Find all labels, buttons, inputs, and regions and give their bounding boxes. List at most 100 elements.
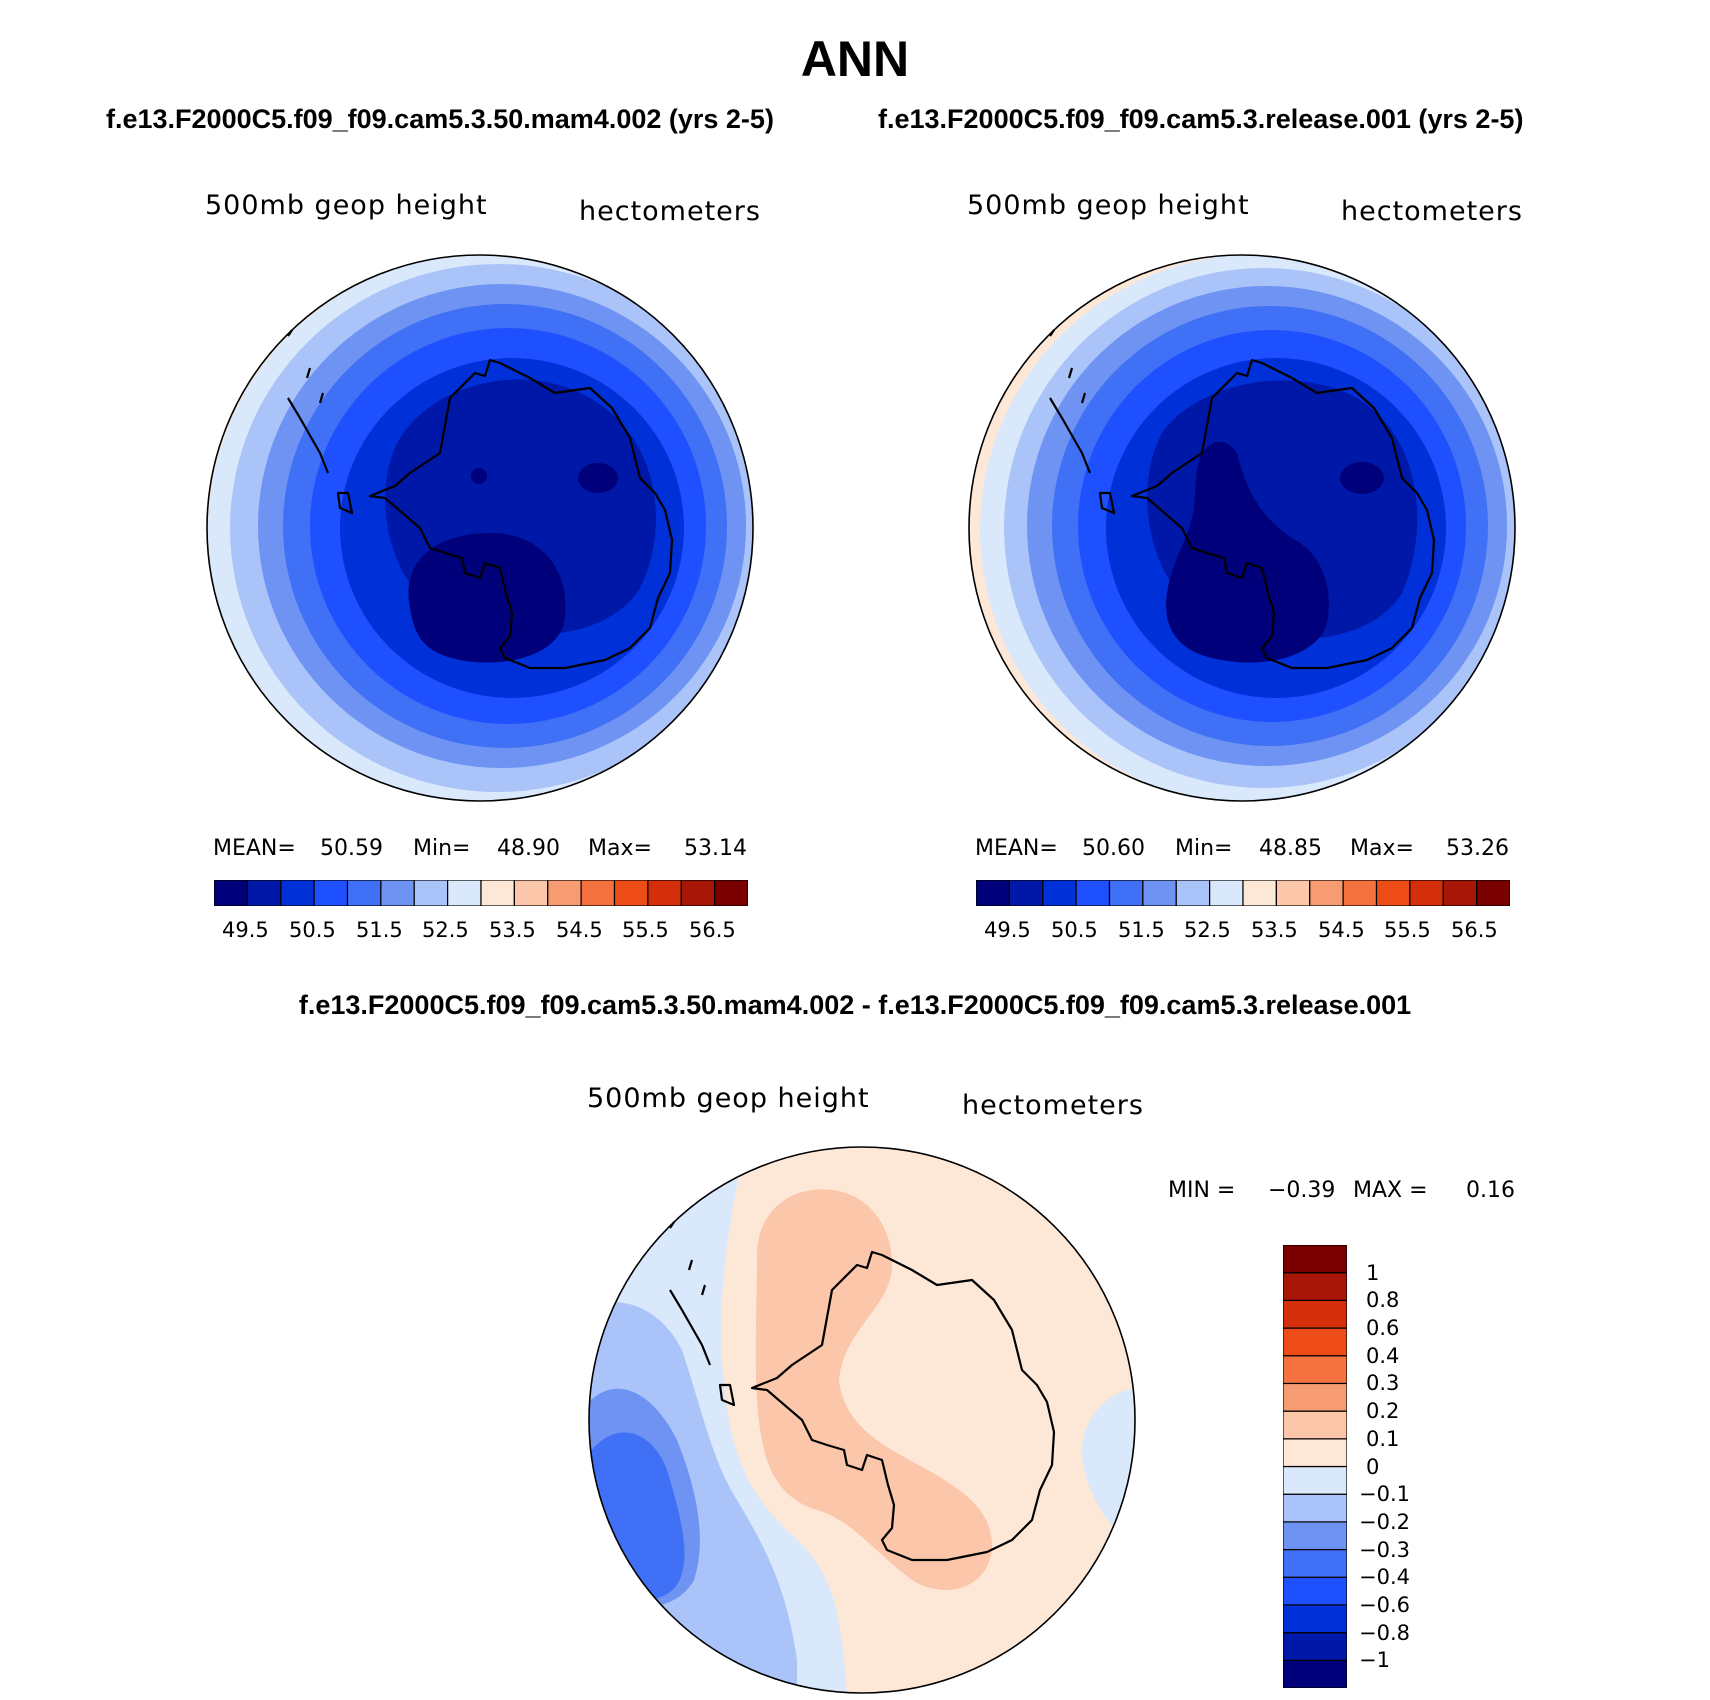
panel1-coastline: [287, 329, 674, 670]
colorbar-swatch: [513, 879, 549, 907]
panel2-mean-value: 50.60: [1082, 836, 1145, 861]
case1-label: f.e13.F2000C5.f09_f09.cam5.3.50.mam4.002…: [106, 104, 774, 134]
panel1-max-value: 53.14: [684, 836, 747, 861]
colorbar-swatch: [1282, 1576, 1348, 1606]
difference-label: f.e13.F2000C5.f09_f09.cam5.3.50.mam4.002…: [298, 990, 1412, 1020]
colorbar-swatch: [1476, 879, 1511, 907]
colorbar-swatch: [1282, 1548, 1348, 1578]
colorbar-swatch: [1282, 1299, 1348, 1329]
panel2-colorbar-tick: 53.5: [1251, 918, 1298, 942]
colorbar-swatch: [313, 879, 349, 907]
panel1-min-value: 48.90: [497, 836, 560, 861]
colorbar-swatch: [1342, 879, 1378, 907]
colorbar-swatch: [1282, 1244, 1348, 1274]
colorbar-swatch: [1282, 1410, 1348, 1440]
panel2-variable-label: 500mb geop height: [967, 190, 1250, 221]
panel1-mean-label: MEAN=: [213, 836, 296, 861]
colorbar-swatch: [1008, 879, 1044, 907]
difference-colorbar-tick: −0.3: [1359, 1537, 1410, 1562]
difference-map: [588, 1146, 1136, 1694]
panel1-min-label: Min=: [413, 836, 471, 861]
difference-colorbar-svg: [1282, 1244, 1348, 1689]
colorbar-swatch: [1108, 879, 1144, 907]
difference-colorbar-tick: 0.4: [1366, 1343, 1400, 1368]
panel2-min-label: Min=: [1175, 836, 1233, 861]
colorbar-swatch: [280, 879, 315, 907]
colorbar-swatch: [1309, 879, 1344, 907]
panel2-colorbar: [975, 879, 1511, 907]
panel2-max-value: 53.26: [1446, 836, 1509, 861]
panel2-colorbar-tick: 50.5: [1051, 918, 1098, 942]
colorbar-swatch: [547, 879, 582, 907]
difference-colorbar: [1282, 1244, 1348, 1689]
colorbar-swatch: [1282, 1465, 1348, 1495]
colorbar-swatch: [714, 879, 749, 907]
colorbar-swatch: [1142, 879, 1177, 907]
figure-title: ANN: [800, 31, 910, 87]
panel2-units-label: hectometers: [1341, 196, 1523, 227]
panel1-colorbar-tick: 51.5: [356, 918, 403, 942]
panel1-mean-value: 50.59: [320, 836, 383, 861]
difference-colorbar-tick: 0: [1366, 1454, 1380, 1479]
panel2-max-label: Max=: [1350, 836, 1414, 861]
diff-min-value: −0.39: [1268, 1178, 1336, 1203]
diff-max-label: MAX =: [1353, 1178, 1428, 1203]
panel1-max-label: Max=: [588, 836, 652, 861]
colorbar-swatch: [1282, 1327, 1348, 1357]
panel2-map: [968, 254, 1516, 802]
panel2-colorbar-svg: [975, 879, 1511, 907]
panel1-variable-label: 500mb geop height: [205, 190, 488, 221]
panel1-colorbar-tick: 50.5: [289, 918, 336, 942]
colorbar-swatch: [580, 879, 616, 907]
panel2-colorbar-tick: 52.5: [1184, 918, 1231, 942]
panel1-colorbar-tick: 53.5: [489, 918, 536, 942]
colorbar-swatch: [1375, 879, 1411, 907]
difference-colorbar-tick: −0.6: [1359, 1592, 1410, 1617]
panel1-colorbar-tick: 52.5: [422, 918, 469, 942]
diff-units-label: hectometers: [962, 1090, 1144, 1121]
panel1-map: [206, 254, 754, 802]
colorbar-swatch: [1075, 879, 1111, 907]
colorbar-swatch: [346, 879, 382, 907]
panel2-colorbar-tick: 49.5: [984, 918, 1031, 942]
panel1-colorbar: [213, 879, 749, 907]
difference-colorbar-tick: 0.2: [1366, 1399, 1400, 1424]
colorbar-swatch: [480, 879, 515, 907]
colorbar-swatch: [1282, 1355, 1348, 1385]
diff-variable-label: 500mb geop height: [587, 1083, 870, 1114]
colorbar-swatch: [1442, 879, 1478, 907]
panel2-mean-label: MEAN=: [975, 836, 1058, 861]
difference-colorbar-tick: −0.1: [1359, 1482, 1410, 1507]
colorbar-swatch: [1282, 1382, 1348, 1412]
colorbar-swatch: [1042, 879, 1077, 907]
panel2-contour-fill: [969, 255, 1515, 801]
case2-label: f.e13.F2000C5.f09_f09.cam5.3.release.001…: [878, 104, 1524, 134]
difference-colorbar-tick: 1: [1366, 1260, 1380, 1285]
colorbar-swatch: [246, 879, 282, 907]
diff-max-value: 0.16: [1466, 1178, 1515, 1203]
panel1-colorbar-tick: 56.5: [689, 918, 736, 942]
colorbar-swatch: [1282, 1521, 1348, 1551]
panel1-map-boundary: [206, 254, 754, 802]
difference-colorbar-tick: −0.4: [1359, 1565, 1410, 1590]
panel1-units-label: hectometers: [579, 196, 761, 227]
difference-colorbar-tick: −0.2: [1359, 1509, 1410, 1534]
panel1-colorbar-tick: 49.5: [222, 918, 269, 942]
colorbar-swatch: [1242, 879, 1277, 907]
difference-colorbar-tick: 0.8: [1366, 1288, 1400, 1313]
colorbar-swatch: [1209, 879, 1244, 907]
colorbar-swatch: [613, 879, 649, 907]
panel2-min-value: 48.85: [1259, 836, 1322, 861]
colorbar-swatch: [1282, 1438, 1348, 1468]
panel1-contour-fill: [207, 255, 753, 801]
difference-colorbar-tick: 0.1: [1366, 1426, 1400, 1451]
colorbar-swatch: [1282, 1493, 1348, 1523]
difference-colorbar-tick: −1: [1359, 1648, 1390, 1673]
colorbar-swatch: [213, 879, 248, 907]
panel1-colorbar-svg: [213, 879, 749, 907]
colorbar-swatch: [1282, 1659, 1348, 1689]
panel2-map-boundary: [968, 254, 1516, 802]
colorbar-swatch: [1275, 879, 1311, 907]
panel2-colorbar-tick: 54.5: [1318, 918, 1365, 942]
colorbar-swatch: [647, 879, 682, 907]
